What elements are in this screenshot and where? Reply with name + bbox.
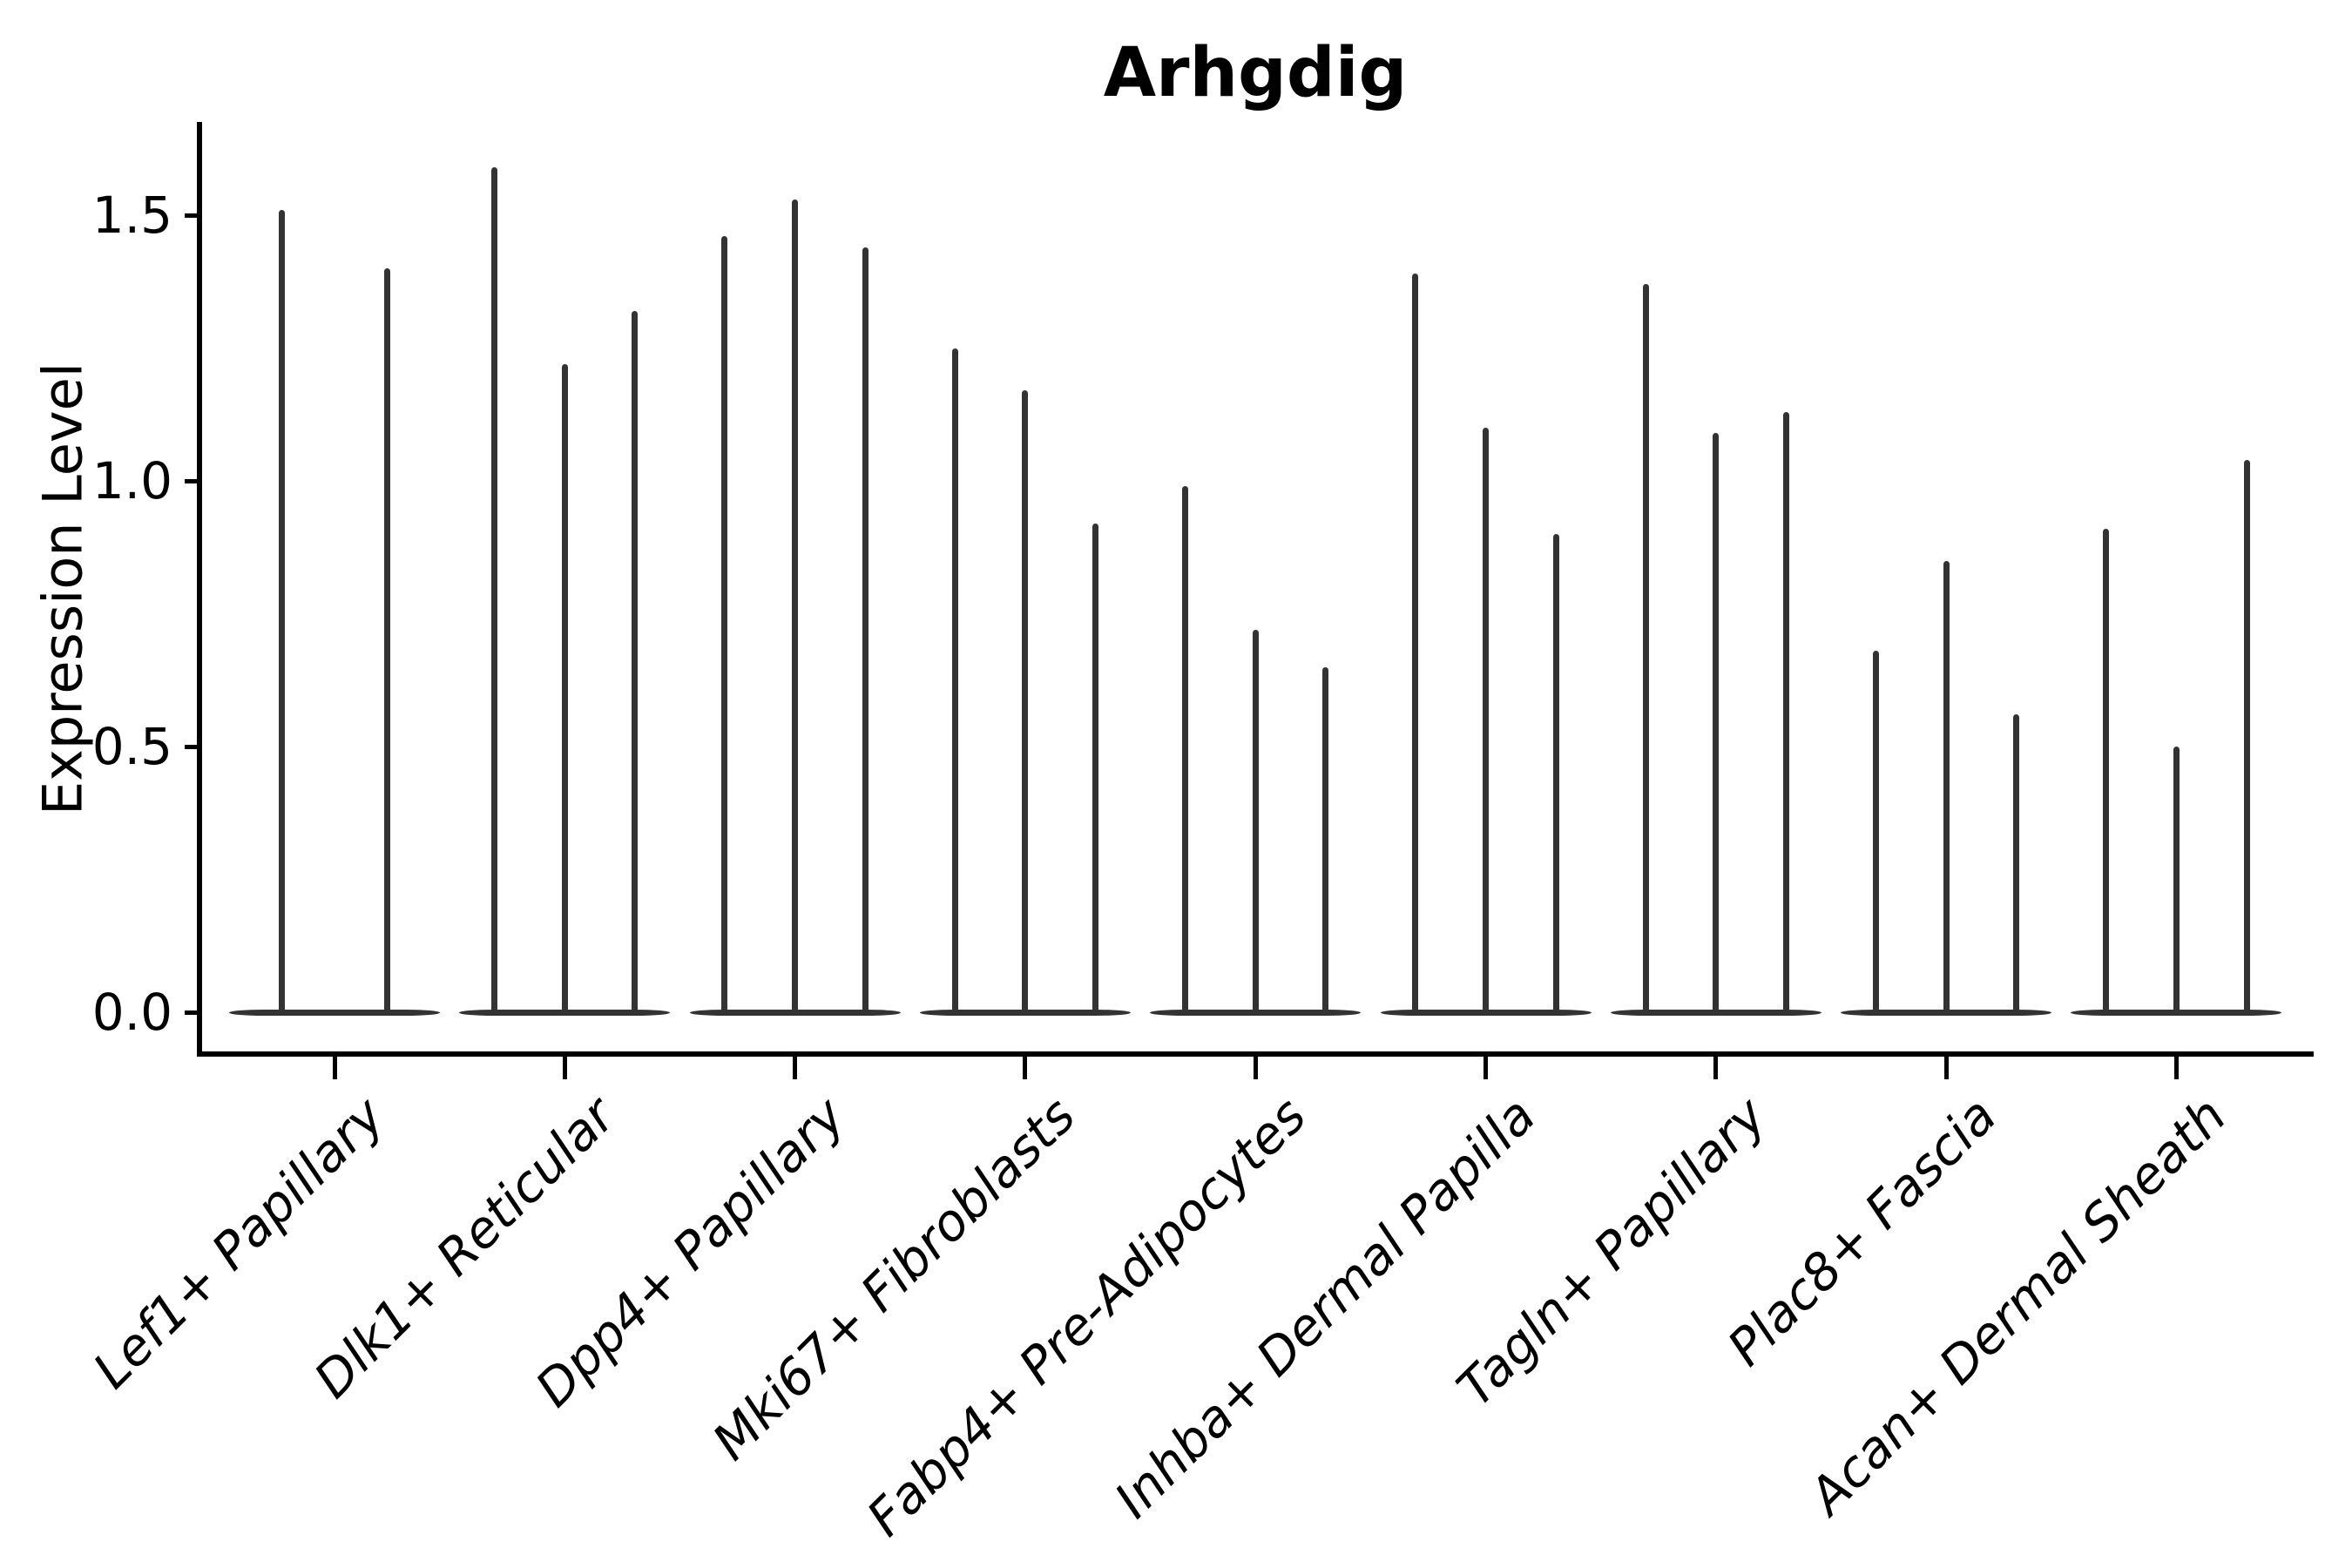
violin-spike [862, 247, 868, 1016]
violin-spike [792, 199, 799, 1016]
violin-spike [1782, 411, 1789, 1016]
violin-spike [1182, 486, 1189, 1016]
violin-spike [2013, 714, 2020, 1016]
violin-spike [951, 348, 958, 1016]
violin-spike [384, 268, 390, 1016]
violin-base [229, 1009, 440, 1016]
violin-spike [279, 209, 285, 1016]
x-tick [562, 1057, 567, 1079]
violin-spike [1322, 666, 1329, 1016]
violin-spike [1092, 523, 1099, 1016]
violin-spike [632, 310, 639, 1016]
y-tick-label: 0.5 [91, 717, 172, 776]
violin-spike [1022, 390, 1029, 1016]
x-tick [1713, 1057, 1719, 1079]
x-tick-label: Acan+ Dermal Sheath [1798, 1085, 2238, 1526]
violin-spike [1552, 534, 1559, 1016]
violin-spike [2103, 528, 2110, 1016]
x-tick-label: Inhba+ Dermal Papilla [1103, 1085, 1548, 1530]
x-tick [1943, 1057, 1949, 1079]
violin-spike [721, 236, 728, 1016]
x-tick [2173, 1057, 2179, 1079]
y-tick [185, 478, 197, 483]
x-tick [1023, 1057, 1028, 1079]
y-tick-label: 1.5 [91, 186, 172, 245]
violin-spike [2243, 459, 2250, 1016]
x-tick [1484, 1057, 1488, 1079]
violin-spike [2173, 747, 2180, 1016]
y-axis-label: Expression Level [30, 362, 95, 815]
y-axis-line [197, 122, 202, 1057]
violin-spike [1872, 651, 1879, 1016]
chart-title: Arhgdig [1103, 34, 1408, 112]
violin-spike [491, 167, 498, 1016]
violin-spike [1642, 284, 1649, 1016]
y-tick [185, 1010, 197, 1015]
x-tick-label: Fabp4+ Pre-Adipocytes [855, 1085, 1317, 1548]
violin-spike [1252, 629, 1259, 1016]
y-tick [185, 213, 197, 218]
y-tick-label: 0.0 [91, 983, 172, 1042]
x-tick [793, 1057, 798, 1079]
violin-spike [1943, 560, 1950, 1016]
violin-spike [1483, 428, 1489, 1016]
x-tick [332, 1057, 337, 1079]
x-axis-line [197, 1051, 2314, 1057]
violin-spike [1713, 433, 1720, 1016]
y-tick-label: 1.0 [91, 451, 172, 510]
y-tick [185, 744, 197, 749]
violin-spike [561, 363, 568, 1016]
violin-spike [1412, 274, 1419, 1016]
x-tick [1253, 1057, 1258, 1079]
